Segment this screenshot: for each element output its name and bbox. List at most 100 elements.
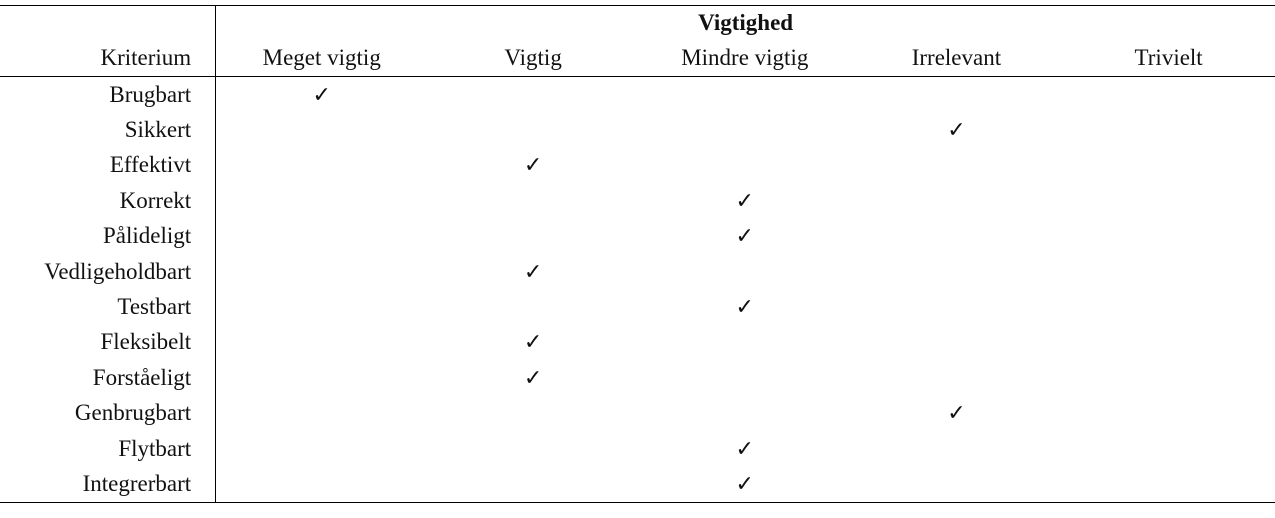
importance-cell — [216, 219, 428, 254]
checkmark-icon: ✓ — [523, 259, 543, 285]
checkmark-icon: ✓ — [523, 153, 543, 179]
column-header: Irrelevant — [850, 40, 1063, 77]
importance-cell — [1062, 431, 1275, 466]
importance-cell — [1062, 148, 1275, 183]
table-row: Genbrugbart ✓ — [0, 395, 1275, 431]
importance-cell — [639, 396, 851, 431]
criterion-label: Pålideligt — [0, 218, 217, 254]
importance-cell — [851, 148, 1063, 183]
checkmark-icon: ✓ — [947, 401, 966, 427]
checkmark-icon: ✓ — [735, 224, 754, 250]
table-row: Flytbart ✓ — [0, 430, 1275, 467]
importance-cell — [851, 183, 1063, 218]
importance-cell — [1062, 396, 1275, 431]
checkmark-icon: ✓ — [735, 188, 754, 214]
importance-cell: ✓ — [427, 254, 639, 289]
importance-table: Vigtighed Kriterium Meget vigtig Vigtig … — [0, 5, 1275, 503]
importance-cell — [1062, 183, 1275, 218]
importance-cell — [216, 325, 428, 360]
table-row: Effektivt ✓ — [0, 147, 1275, 184]
importance-cell: ✓ — [427, 148, 639, 183]
importance-cell — [216, 360, 428, 395]
importance-cell — [639, 254, 851, 289]
criterion-label: Brugbart — [0, 76, 217, 113]
checkmark-icon: ✓ — [523, 330, 543, 356]
importance-cell — [216, 183, 428, 218]
table-row: Integrerbart ✓ — [0, 466, 1275, 503]
importance-cell — [851, 254, 1063, 289]
checkmark-icon: ✓ — [523, 365, 543, 391]
group-header: Vigtighed — [215, 5, 1275, 40]
header-row-columns: Kriterium Meget vigtig Vigtig Mindre vig… — [0, 40, 1275, 77]
table-row: Vedligeholdbart ✓ — [0, 253, 1275, 290]
checkmark-icon: ✓ — [735, 436, 754, 462]
importance-cell — [427, 466, 639, 503]
importance-cell — [639, 77, 851, 113]
criterion-label: Forståeligt — [0, 360, 217, 396]
importance-cell — [216, 396, 428, 431]
table-row: Testbart ✓ — [0, 289, 1275, 325]
importance-cell — [427, 112, 639, 147]
importance-cell — [851, 219, 1063, 254]
importance-cell: ✓ — [639, 219, 851, 254]
column-header: Vigtig — [427, 40, 639, 77]
column-header: Meget vigtig — [215, 40, 428, 77]
importance-cell — [427, 183, 639, 218]
criterion-label: Korrekt — [0, 183, 217, 219]
importance-cell: ✓ — [638, 466, 851, 503]
table-row: Sikkert ✓ — [0, 112, 1275, 148]
table-row: Brugbart ✓ — [0, 76, 1275, 113]
criterion-label: Effektivt — [0, 147, 217, 184]
importance-cell — [639, 325, 851, 360]
importance-cell — [1062, 112, 1275, 147]
criterion-label: Genbrugbart — [0, 395, 217, 431]
importance-cell — [427, 431, 639, 466]
importance-cell — [639, 112, 851, 147]
importance-cell — [1062, 466, 1275, 503]
importance-cell — [427, 77, 639, 113]
table-body: Brugbart ✓ Sikkert ✓ Effektivt ✓ Korrekt ✓ Pålid… — [0, 76, 1275, 503]
checkmark-icon: ✓ — [735, 295, 754, 321]
importance-cell — [1062, 289, 1275, 324]
importance-cell: ✓ — [639, 289, 851, 324]
importance-cell: ✓ — [639, 183, 851, 218]
importance-cell — [216, 431, 428, 466]
importance-cell — [851, 77, 1063, 113]
table-row: Fleksibelt ✓ — [0, 324, 1275, 361]
importance-cell — [215, 466, 428, 503]
importance-cell — [1062, 219, 1275, 254]
importance-cell: ✓ — [851, 112, 1063, 147]
importance-cell — [851, 360, 1063, 395]
importance-cell — [216, 254, 428, 289]
header-row-group: Vigtighed — [0, 5, 1275, 40]
importance-cell — [851, 325, 1063, 360]
criterion-label: Flytbart — [0, 430, 217, 467]
importance-cell — [851, 289, 1063, 324]
column-header: Trivielt — [1062, 40, 1275, 77]
column-header: Mindre vigtig — [638, 40, 851, 77]
header-spacer — [0, 5, 217, 40]
table-row: Forståeligt ✓ — [0, 360, 1275, 396]
importance-cell: ✓ — [427, 325, 639, 360]
importance-cell — [216, 148, 428, 183]
importance-cell — [1062, 325, 1275, 360]
importance-cell — [639, 148, 851, 183]
importance-cell — [850, 466, 1063, 503]
importance-cell — [1062, 77, 1275, 113]
importance-cell — [427, 289, 639, 324]
importance-cell: ✓ — [216, 77, 428, 113]
importance-cell — [427, 396, 639, 431]
importance-cell — [216, 289, 428, 324]
checkmark-icon: ✓ — [312, 82, 331, 108]
checkmark-icon: ✓ — [947, 118, 966, 144]
importance-cell: ✓ — [427, 360, 639, 395]
criterion-header: Kriterium — [0, 40, 217, 77]
table-row: Korrekt ✓ — [0, 183, 1275, 219]
criterion-label: Integrerbart — [0, 466, 217, 503]
importance-cell — [427, 219, 639, 254]
criterion-label: Testbart — [0, 289, 217, 325]
criterion-label: Fleksibelt — [0, 324, 217, 361]
table-row: Pålideligt ✓ — [0, 218, 1275, 254]
importance-cell — [639, 360, 851, 395]
importance-cell: ✓ — [639, 431, 851, 466]
